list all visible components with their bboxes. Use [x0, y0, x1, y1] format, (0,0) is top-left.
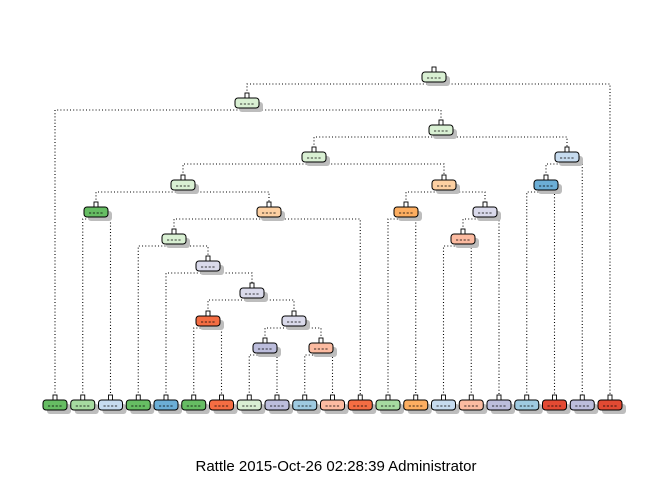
tree-node-n3 — [428, 119, 457, 139]
tree-edge-n14 — [304, 354, 334, 399]
tree-edge-n11 — [193, 327, 223, 399]
tree-leaf-L15 — [403, 394, 432, 414]
tree-node-n16 — [393, 201, 422, 221]
tree-edge-n1 — [246, 83, 611, 399]
tree-leaf-L24 — [597, 394, 626, 414]
tree-node-n15 — [431, 174, 460, 194]
tree-edge-n19 — [442, 245, 472, 399]
tree-node-n6 — [83, 201, 112, 221]
tree-leaf-L18 — [486, 394, 515, 414]
tree-leaf-L23 — [569, 394, 599, 414]
tree-leaf-L1 — [42, 394, 71, 414]
tree-node-n12 — [281, 310, 310, 330]
tree-edge-n9 — [165, 272, 253, 399]
tree-leaf-L4 — [125, 394, 155, 414]
tree-leaf-L8 — [236, 394, 266, 414]
tree-nodes — [42, 66, 626, 414]
rattle-caption: Rattle 2015-Oct-26 02:28:39 Administrato… — [195, 458, 477, 475]
tree-node-n4 — [301, 146, 330, 166]
tree-node-n18 — [554, 146, 583, 166]
tree-node-n8 — [161, 228, 190, 248]
tree-leaf-L16 — [431, 394, 460, 414]
tree-leaf-L11 — [320, 394, 349, 414]
tree-leaf-L22 — [542, 394, 571, 414]
tree-leaf-L14 — [375, 394, 404, 414]
tree-edge-n3 — [313, 136, 568, 151]
tree-leaf-L17 — [458, 394, 488, 414]
tree-node-n20 — [533, 174, 562, 194]
tree-leaf-L2 — [70, 394, 99, 414]
tree-node-n17 — [472, 201, 501, 221]
tree-edge-n13 — [248, 354, 278, 399]
tree-leaf-L6 — [181, 394, 210, 414]
tree-leaf-L9 — [264, 394, 293, 414]
tree-edge-n16 — [387, 218, 417, 399]
tree-edge-n2 — [54, 109, 442, 399]
tree-leaf-L5 — [153, 394, 182, 414]
tree-node-n9 — [195, 255, 224, 275]
tree-node-n19 — [450, 228, 479, 248]
tree-edge-n10 — [207, 299, 295, 315]
tree-leaf-L19 — [514, 394, 543, 414]
tree-node-n13 — [252, 337, 281, 357]
tree-edge-n5 — [95, 191, 270, 206]
tree-leaf-L10 — [292, 394, 321, 414]
tree-node-n1 — [421, 66, 450, 86]
tree-edge-n20 — [526, 191, 556, 399]
tree-node-n7 — [256, 201, 285, 221]
decision-tree-diagram — [42, 66, 626, 414]
tree-node-n5 — [170, 174, 199, 194]
tree-edge-n6 — [82, 218, 112, 399]
tree-node-n11 — [195, 310, 224, 330]
tree-edge-n4 — [182, 163, 445, 179]
tree-node-n2 — [234, 92, 263, 112]
tree-edge-n12 — [264, 327, 322, 342]
tree-edge-n15 — [405, 191, 486, 206]
tree-edge-n7 — [173, 218, 361, 399]
tree-leaf-L3 — [98, 394, 127, 414]
tree-node-n10 — [239, 282, 268, 302]
tree-edge-n18 — [545, 163, 583, 399]
tree-node-n14 — [308, 337, 337, 357]
tree-leaf-L7 — [209, 394, 238, 414]
tree-leaf-L13 — [347, 394, 377, 414]
